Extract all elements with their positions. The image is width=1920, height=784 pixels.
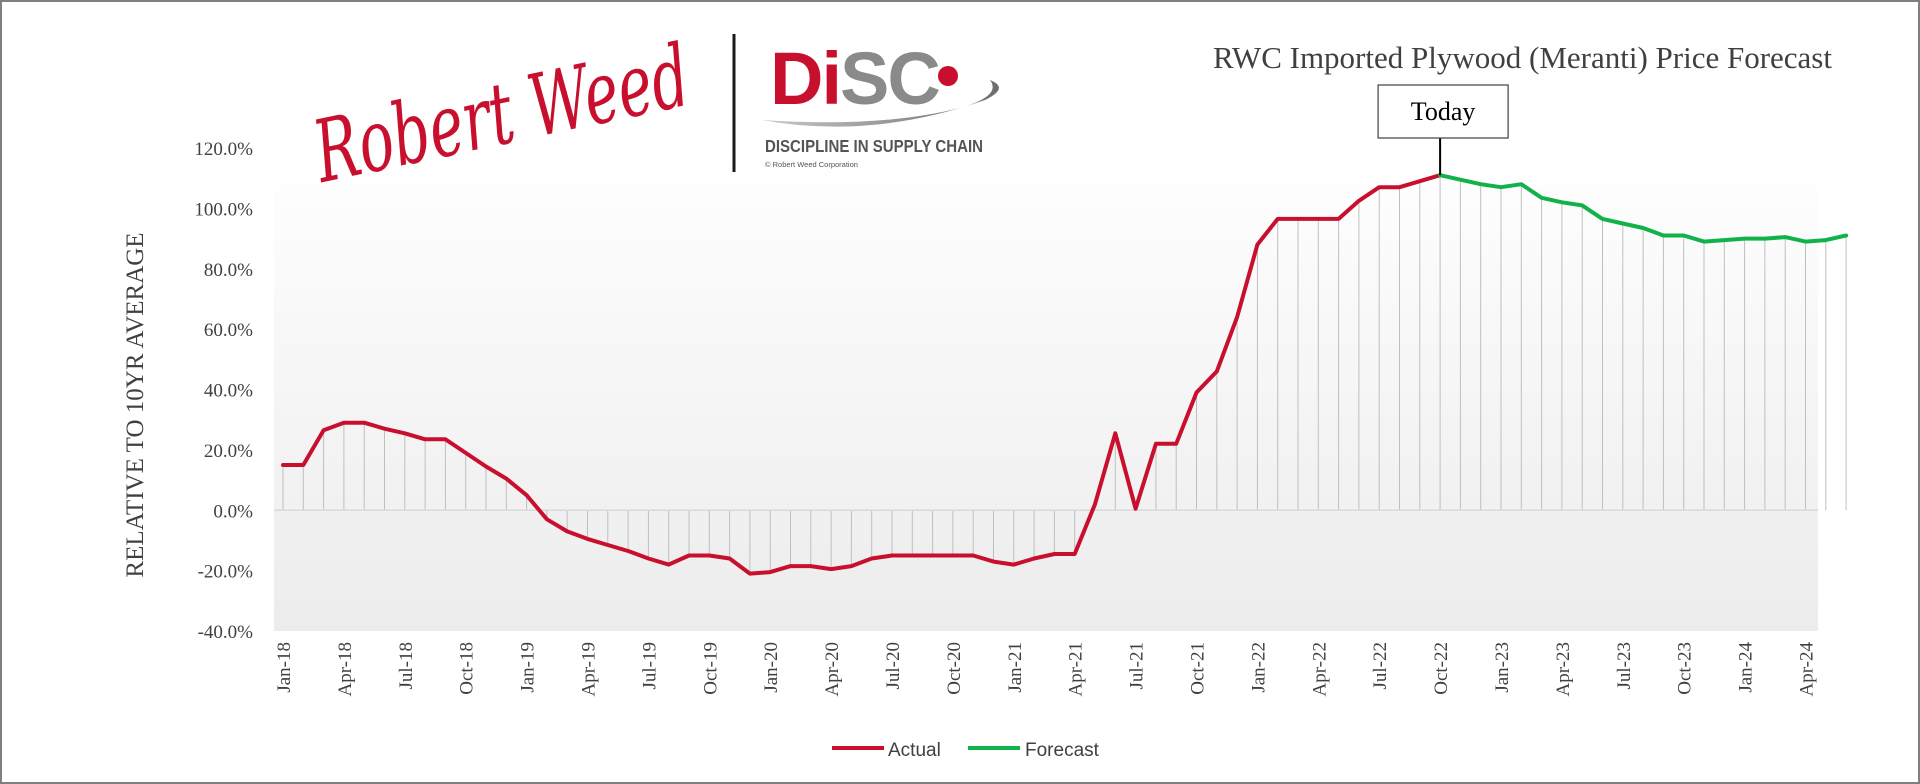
- y-tick-label: 0.0%: [213, 501, 253, 522]
- x-tick-label: Jan-19: [518, 642, 539, 693]
- today-label: Today: [1411, 97, 1476, 126]
- x-tick-label: Oct-23: [1675, 642, 1696, 695]
- y-tick-label: 80.0%: [204, 260, 253, 281]
- x-tick-label: Apr-24: [1797, 642, 1818, 697]
- disc-copyright: © Robert Weed Corporation: [765, 160, 858, 169]
- x-tick-label: Oct-18: [457, 642, 478, 695]
- legend-forecast-label: Forecast: [1025, 740, 1100, 761]
- x-tick-label: Oct-20: [944, 642, 965, 695]
- x-tick-label: Jul-23: [1614, 642, 1635, 690]
- legend-actual-label: Actual: [888, 740, 941, 761]
- x-tick-label: Jul-21: [1127, 642, 1148, 690]
- x-tick-label: Jul-22: [1370, 642, 1391, 690]
- x-tick-label: Apr-22: [1309, 642, 1330, 697]
- y-tick-label: 100.0%: [194, 199, 253, 220]
- forecast-series-line: [1438, 173, 1849, 244]
- x-tick-label: Jan-24: [1736, 642, 1757, 693]
- x-axis-ticks: Jan-18 Apr-18 Jul-18 Oct-18 Jan-19 Apr-19 Jul-…: [274, 642, 1818, 697]
- disc-brand: DiSC: [770, 37, 939, 120]
- plot-area: [274, 148, 1818, 631]
- x-tick-label: Jan-20: [761, 642, 782, 693]
- x-tick-label: Jul-19: [639, 642, 660, 690]
- x-tick-label: Apr-21: [1066, 642, 1087, 697]
- x-tick-label: Apr-19: [579, 642, 600, 697]
- y-tick-label: 120.0%: [194, 139, 253, 160]
- x-tick-label: Apr-20: [822, 642, 843, 697]
- swoosh-icon: [762, 80, 999, 127]
- x-tick-label: Jan-22: [1248, 642, 1269, 693]
- disc-dot: [938, 66, 958, 86]
- today-annotation: Today: [1377, 84, 1509, 176]
- y-axis-ticks: 120.0% 100.0% 80.0% 60.0% 40.0% 20.0% 0.0% -20.…: [194, 139, 253, 643]
- chart-title: RWC Imported Plywood (Meranti) Price For…: [1213, 40, 1832, 75]
- actual-series-line: [281, 173, 1443, 576]
- x-tick-label: Oct-22: [1431, 642, 1452, 695]
- y-tick-label: 20.0%: [204, 441, 253, 462]
- legend: Actual Forecast: [832, 740, 1100, 761]
- x-tick-label: Jan-23: [1492, 642, 1513, 693]
- x-tick-label: Oct-21: [1188, 642, 1209, 695]
- x-tick-label: Apr-18: [335, 642, 356, 697]
- disc-tagline: DISCIPLINE IN SUPPLY CHAIN: [765, 136, 983, 156]
- y-tick-label: -40.0%: [198, 622, 254, 643]
- y-axis-label: RELATIVE TO 10YR AVERAGE: [122, 232, 149, 577]
- today-box: [1377, 84, 1509, 139]
- y-tick-label: -20.0%: [198, 562, 254, 583]
- x-tick-label: Jul-18: [396, 642, 417, 690]
- x-tick-label: Jul-20: [883, 642, 904, 690]
- drop-lines: [282, 175, 1847, 574]
- series-lines: [281, 173, 1849, 576]
- y-tick-label: 40.0%: [204, 381, 253, 402]
- disc-logo: DiSC DISCIPLINE IN SUPPLY CHAIN © Robert…: [762, 37, 999, 169]
- y-tick-label: 60.0%: [204, 320, 253, 341]
- x-tick-label: Apr-23: [1553, 642, 1574, 697]
- x-tick-label: Jan-21: [1005, 642, 1026, 693]
- x-tick-label: Oct-19: [700, 642, 721, 695]
- x-tick-label: Jan-18: [274, 642, 295, 693]
